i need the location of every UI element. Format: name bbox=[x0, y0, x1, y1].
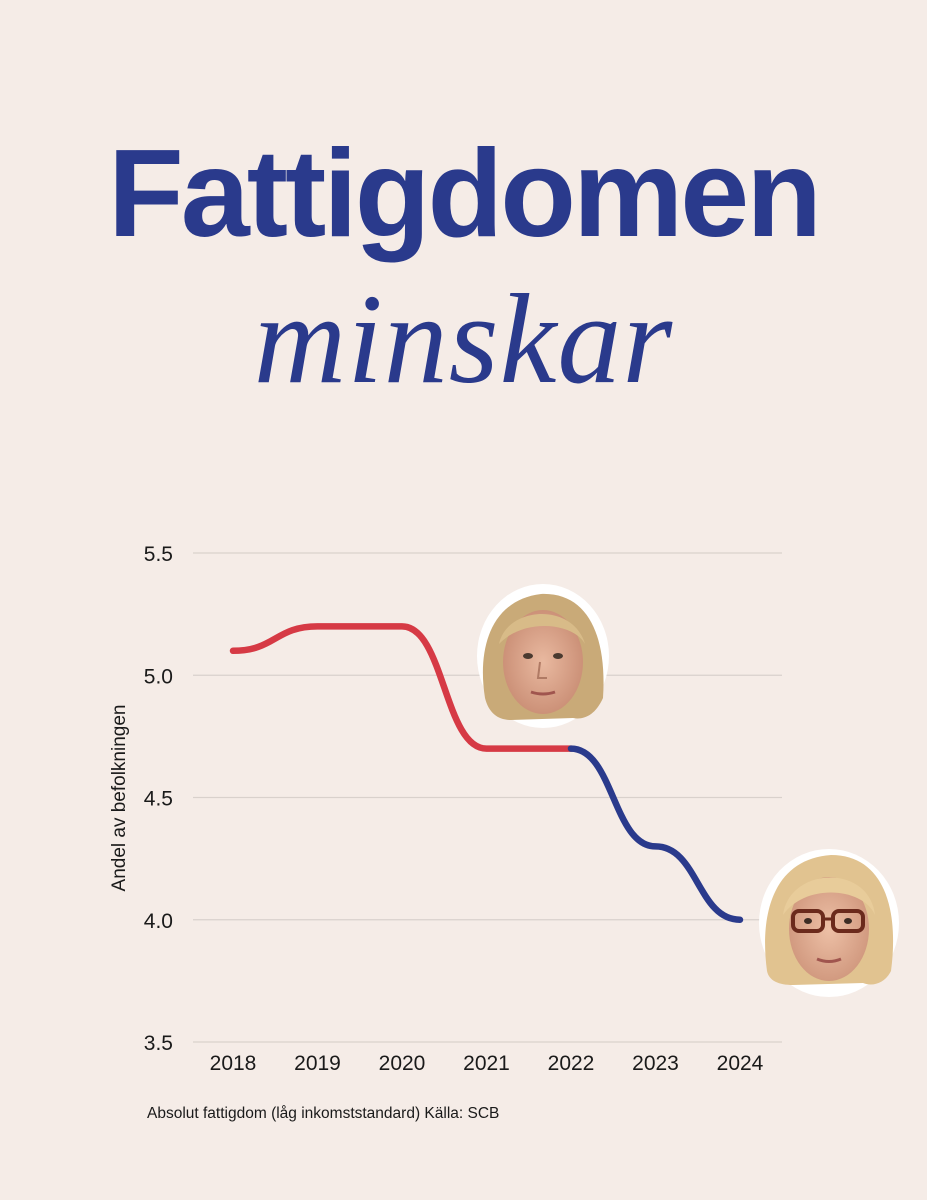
y-tick-label: 5.0 bbox=[144, 665, 173, 688]
y-axis-ticks: 5.5 5.0 4.5 4.0 3.5 bbox=[144, 543, 173, 1055]
series-line-1 bbox=[567, 745, 744, 923]
portrait-woman-glasses-icon bbox=[759, 849, 899, 997]
y-tick-label: 4.0 bbox=[144, 910, 173, 933]
y-axis-label: Andel av befolkningen bbox=[109, 705, 130, 892]
x-tick-label: 2019 bbox=[294, 1052, 341, 1075]
series-line-0 bbox=[229, 623, 575, 752]
title-subtitle: minskar bbox=[253, 268, 674, 410]
x-axis-ticks: 2018 2019 2020 2021 2022 2023 2024 bbox=[210, 1052, 764, 1075]
y-tick-label: 3.5 bbox=[144, 1032, 173, 1055]
grid-lines bbox=[193, 552, 782, 1043]
portrait-woman-blonde-icon bbox=[477, 584, 609, 728]
x-tick-label: 2018 bbox=[210, 1052, 257, 1075]
x-tick-label: 2023 bbox=[632, 1052, 679, 1075]
x-tick-label: 2022 bbox=[548, 1052, 595, 1075]
x-tick-label: 2021 bbox=[463, 1052, 510, 1075]
title-main: Fattigdomen bbox=[108, 125, 822, 263]
chart-footnote: Absolut fattigdom (låg inkomststandard) … bbox=[147, 1105, 500, 1122]
x-tick-label: 2020 bbox=[379, 1052, 426, 1075]
y-tick-label: 5.5 bbox=[144, 543, 173, 566]
x-tick-label: 2024 bbox=[717, 1052, 764, 1075]
series-lines bbox=[229, 623, 744, 923]
y-tick-label: 4.5 bbox=[144, 788, 173, 811]
